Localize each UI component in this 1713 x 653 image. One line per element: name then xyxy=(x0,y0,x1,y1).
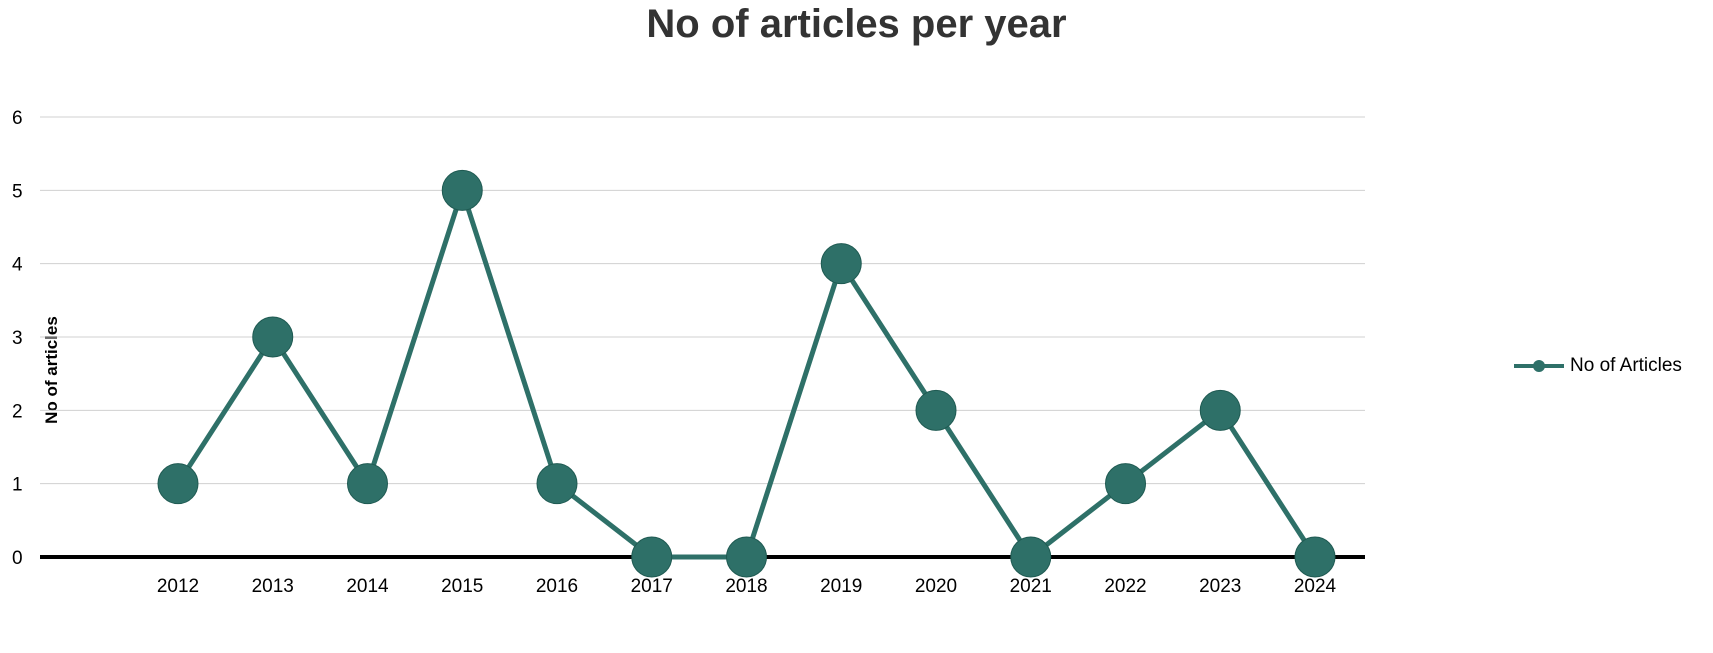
y-tick-label: 3 xyxy=(12,328,23,349)
y-tick-label: 6 xyxy=(12,108,23,129)
y-tick-label: 1 xyxy=(12,475,23,496)
series-layer xyxy=(157,169,1336,578)
x-tick-label: 2020 xyxy=(915,576,957,597)
y-tick-labels: 0 1 2 3 4 5 6 xyxy=(12,108,23,569)
x-tick-labels: 2012 2013 2014 2015 2016 2017 2018 2019 2020 2021… xyxy=(157,576,1337,597)
y-tick-label: 4 xyxy=(12,255,23,276)
chart-title: No of articles per year xyxy=(646,2,1067,46)
y-tick-label: 0 xyxy=(12,548,23,569)
x-tick-label: 2012 xyxy=(157,576,199,597)
x-tick-label: 2017 xyxy=(631,576,673,597)
data-point xyxy=(1105,463,1146,505)
legend-line-marker-icon xyxy=(1514,360,1564,372)
x-tick-label: 2016 xyxy=(536,576,578,597)
data-point xyxy=(1010,536,1052,578)
data-point xyxy=(347,463,388,505)
x-tick-label: 2019 xyxy=(820,576,862,597)
x-tick-label: 2022 xyxy=(1104,576,1146,597)
data-point xyxy=(252,316,294,358)
y-tick-label: 5 xyxy=(12,181,23,202)
data-point xyxy=(441,169,483,211)
data-point xyxy=(536,463,578,505)
data-point xyxy=(820,243,862,285)
gridlines xyxy=(40,116,1365,559)
data-point xyxy=(1199,389,1241,431)
x-tick-label: 2014 xyxy=(346,576,389,597)
legend: No of Articles xyxy=(1512,348,1682,384)
legend-label: No of Articles xyxy=(1570,355,1682,376)
y-tick-label: 2 xyxy=(12,401,23,422)
x-tick-label: 2023 xyxy=(1199,576,1241,597)
x-tick-label: 2021 xyxy=(1010,576,1052,597)
series-line xyxy=(175,187,1318,560)
data-point xyxy=(157,463,199,505)
x-tick-label: 2018 xyxy=(725,576,767,597)
x-tick-label: 2013 xyxy=(252,576,294,597)
x-tick-label: 2024 xyxy=(1294,576,1337,597)
data-point xyxy=(915,389,957,431)
data-point xyxy=(726,536,767,578)
data-point xyxy=(631,536,673,578)
data-point xyxy=(1294,536,1336,578)
x-tick-label: 2015 xyxy=(441,576,483,597)
